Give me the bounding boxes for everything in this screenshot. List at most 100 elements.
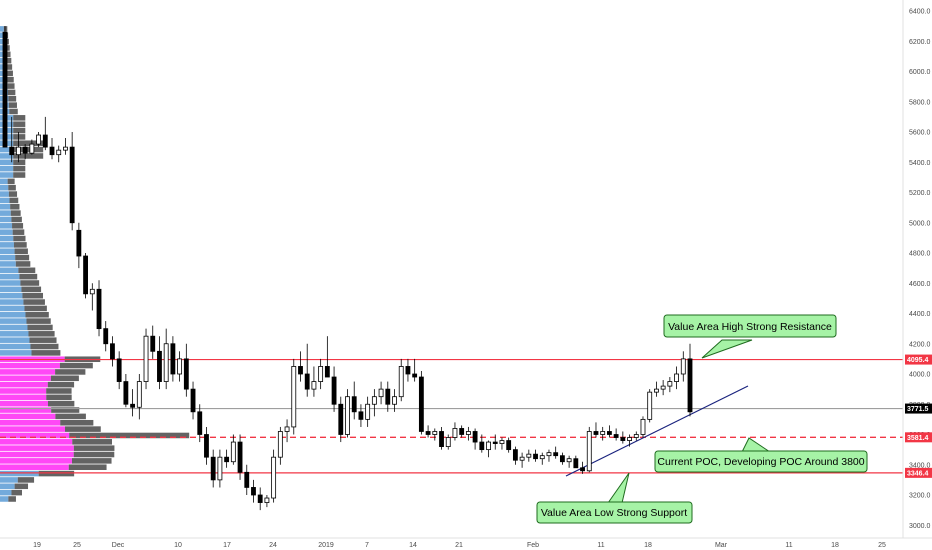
trendline-group — [565, 385, 749, 477]
candle — [580, 461, 585, 474]
candle — [573, 455, 579, 469]
candle — [257, 487, 263, 511]
candle — [620, 431, 626, 444]
y-tick-label: 6200.0 — [909, 39, 931, 46]
candle — [56, 145, 62, 163]
candle — [345, 389, 350, 438]
time-axis: 19 25 Dec 10 17 24 2019 7 14 21 Feb 11 18 Mar 11 18 25 — [33, 542, 886, 549]
candle — [553, 446, 559, 459]
candle — [506, 437, 512, 453]
candle — [640, 416, 646, 438]
candle — [365, 396, 371, 427]
candle — [136, 374, 142, 420]
x-tick-label: 11 — [597, 542, 604, 549]
candle — [566, 455, 572, 468]
candle — [593, 422, 599, 438]
callout-resistance-pointer — [701, 339, 753, 359]
callout-poc-box — [654, 450, 868, 473]
candle — [304, 343, 310, 397]
candle — [197, 404, 203, 443]
candle — [452, 422, 458, 441]
candle — [177, 351, 183, 382]
candle — [680, 351, 686, 382]
x-tick-label: 7 — [365, 542, 369, 549]
candle — [123, 374, 129, 408]
candle — [600, 426, 606, 441]
candle — [687, 343, 693, 417]
candle — [244, 464, 250, 495]
candle — [284, 419, 290, 443]
candle — [647, 389, 653, 423]
candle — [385, 381, 391, 412]
candle — [29, 139, 35, 155]
candle — [36, 132, 41, 148]
svg-text:3346.4: 3346.4 — [907, 470, 929, 477]
callout-resistance-box — [663, 314, 837, 338]
candle — [83, 253, 89, 299]
candle — [412, 358, 418, 382]
x-tick-label: 18 — [644, 542, 652, 549]
candle — [237, 434, 243, 480]
x-tick-label: 25 — [878, 542, 886, 549]
candle — [217, 449, 223, 488]
level-lines — [0, 358, 903, 474]
candle — [351, 381, 357, 420]
candle — [183, 343, 189, 397]
x-tick-label: 19 — [33, 542, 41, 549]
candle — [49, 138, 55, 160]
callout-support-box — [536, 501, 693, 524]
y-tick-label: 4600.0 — [909, 281, 931, 288]
candle — [9, 116, 15, 163]
candle — [519, 452, 525, 468]
y-tick-label: 5400.0 — [909, 160, 931, 167]
candle — [539, 452, 545, 465]
candle — [660, 380, 666, 396]
y-tick-label: 5600.0 — [909, 130, 931, 137]
candle — [667, 377, 673, 393]
candle — [586, 426, 592, 473]
candle — [318, 358, 324, 390]
svg-text:4095.4: 4095.4 — [907, 357, 929, 364]
candle — [42, 116, 48, 151]
candle — [392, 389, 397, 412]
callout-resistance: Value Area High Strong Resistance — [663, 314, 837, 359]
candle — [486, 440, 491, 458]
candle — [512, 446, 518, 465]
candle — [371, 389, 377, 417]
candle — [526, 449, 532, 462]
candle — [398, 358, 404, 402]
x-tick-label: 25 — [73, 542, 81, 549]
y-tick-label: 4400.0 — [909, 311, 931, 318]
candle — [338, 396, 344, 443]
candle — [546, 449, 552, 462]
candle — [271, 449, 277, 503]
x-tick-label: 14 — [409, 542, 417, 549]
price-tag: 3581.4 — [905, 432, 932, 443]
support-trendline — [565, 385, 749, 477]
y-tick-label: 4000.0 — [909, 372, 931, 379]
x-tick-label: 21 — [455, 542, 463, 549]
candle — [459, 425, 465, 438]
y-tick-label: 6000.0 — [909, 69, 931, 76]
x-tick-label: Feb — [527, 542, 539, 549]
candle — [204, 426, 209, 465]
callout-poc: Current POC, Developing POC Around 3800 — [654, 437, 868, 473]
candle — [116, 351, 122, 390]
x-tick-label: 18 — [831, 542, 839, 549]
candle — [230, 434, 236, 465]
candle — [143, 328, 149, 390]
x-tick-label: 17 — [223, 542, 231, 549]
callout-support-text: Value Area Low Strong Support — [541, 507, 687, 519]
candle — [110, 336, 115, 367]
candle — [627, 434, 632, 447]
price-tag: 4095.4 — [905, 354, 932, 365]
candle — [445, 434, 451, 450]
x-tick-label: 11 — [785, 542, 792, 549]
x-tick-label: 10 — [174, 542, 182, 549]
candle — [298, 351, 303, 382]
candle — [291, 358, 297, 435]
candle — [418, 370, 424, 435]
candle — [499, 437, 505, 450]
svg-text:3771.5: 3771.5 — [907, 406, 929, 413]
